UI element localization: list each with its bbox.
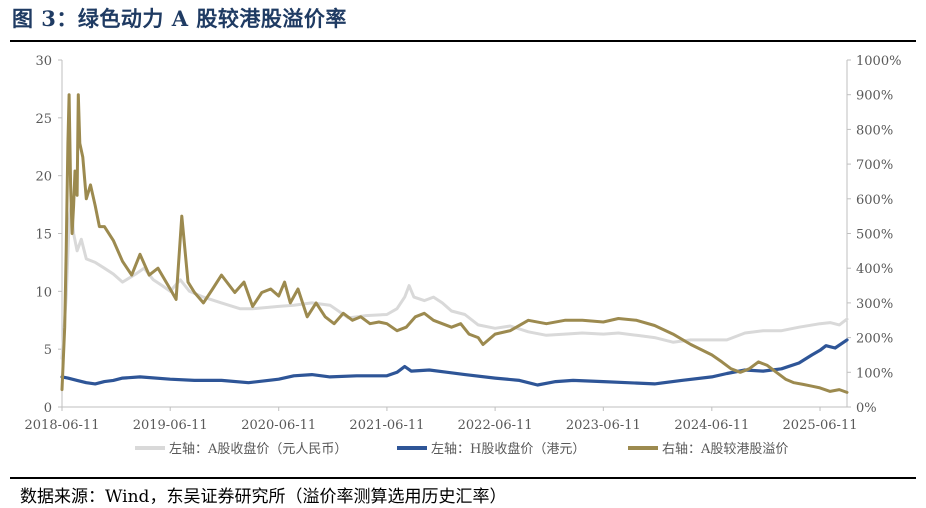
- right-y-tick-label: 100%: [856, 366, 893, 381]
- series-line-1: [60, 203, 849, 360]
- chart-title: 图 3：绿色动力 A 股较港股溢价率: [12, 6, 347, 31]
- series-line-3: [60, 93, 849, 394]
- right-y-tick-label: 400%: [856, 262, 893, 277]
- right-y-tick-label: 500%: [856, 228, 893, 243]
- left-y-tick-label: 30: [35, 54, 52, 69]
- x-tick-label: 2020-06-11: [241, 418, 316, 433]
- series-layer: [60, 93, 849, 394]
- right-y-tick-label: 600%: [856, 193, 893, 208]
- bottom-rule: [10, 477, 916, 479]
- right-y-tick-label: 800%: [856, 123, 893, 138]
- left-y-tick-label: 10: [35, 285, 52, 300]
- series-line-2: [60, 338, 849, 387]
- axes-layer: 0510152025300%100%200%300%400%500%600%70…: [25, 54, 902, 433]
- x-tick-label: 2025-06-11: [783, 418, 858, 433]
- left-y-tick-label: 20: [35, 170, 52, 185]
- x-tick-label: 2024-06-11: [674, 418, 749, 433]
- premium-chart: 0510152025300%100%200%300%400%500%600%70…: [25, 54, 902, 457]
- legend-label-3: 右轴：A股较港股溢价: [662, 442, 788, 457]
- x-tick-label: 2018-06-11: [25, 418, 100, 433]
- left-y-tick-label: 0: [44, 401, 52, 416]
- right-y-tick-label: 300%: [856, 297, 893, 312]
- left-y-tick-label: 25: [35, 112, 52, 127]
- right-y-tick-label: 0%: [856, 401, 877, 416]
- x-tick-label: 2023-06-11: [566, 418, 641, 433]
- legend-label-1: 左轴：A股收盘价（元人民币）: [169, 441, 347, 457]
- right-y-tick-label: 700%: [856, 158, 893, 173]
- x-tick-label: 2022-06-11: [458, 418, 533, 433]
- left-y-tick-label: 15: [35, 228, 52, 243]
- right-y-tick-label: 200%: [856, 332, 893, 347]
- x-tick-label: 2019-06-11: [133, 418, 208, 433]
- left-y-tick-label: 5: [44, 343, 52, 358]
- source-note: 数据来源：Wind，东吴证券研究所（溢价率测算选用历史汇率）: [20, 487, 507, 507]
- top-rule: [10, 40, 916, 42]
- x-tick-label: 2021-06-11: [349, 418, 424, 433]
- right-y-tick-label: 900%: [856, 89, 893, 104]
- legend-label-2: 左轴：H股收盘价（港元）: [431, 441, 585, 457]
- legend-layer: 左轴：A股收盘价（元人民币） 左轴：H股收盘价（港元） 右轴：A股较港股溢价: [135, 441, 788, 457]
- right-y-tick-label: 1000%: [856, 54, 901, 69]
